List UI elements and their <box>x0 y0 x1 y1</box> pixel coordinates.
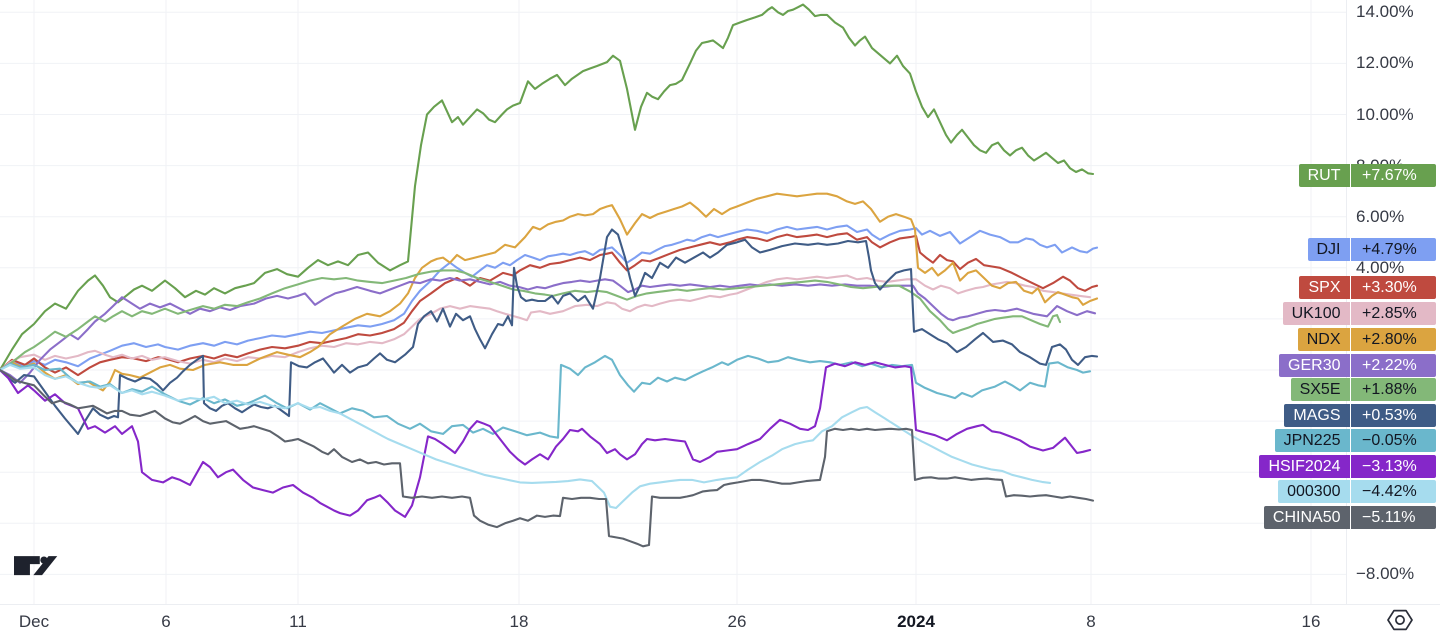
time-axis[interactable]: Dec 6 11 18 26 2024 8 16 <box>0 604 1440 636</box>
series-label-CHINA50[interactable]: CHINA50 −5.11% <box>1263 505 1436 529</box>
y-axis-label: 4.00% <box>1356 257 1405 277</box>
series-symbol: SPX <box>1299 275 1350 299</box>
chart-settings-button[interactable] <box>1384 606 1416 634</box>
series-change-value: +2.80% <box>1351 327 1436 351</box>
y-axis-label: 10.00% <box>1356 104 1414 124</box>
series-symbol: RUT <box>1298 163 1350 187</box>
series-change-value: −3.13% <box>1351 454 1436 478</box>
series-symbol: HSIF2024 <box>1259 454 1350 478</box>
series-label-SX5E[interactable]: SX5E +1.88% <box>1290 377 1436 401</box>
x-axis-label-11: 11 <box>289 612 307 631</box>
gear-icon <box>1387 609 1413 631</box>
x-axis-label-16: 16 <box>1301 612 1321 631</box>
x-axis-label-18: 18 <box>509 612 529 631</box>
series-symbol: MAGS <box>1284 403 1350 427</box>
series-change-value: +2.85% <box>1351 301 1436 325</box>
series-symbol: GER30 <box>1279 353 1350 377</box>
series-label-MAGS[interactable]: MAGS +0.53% <box>1284 403 1436 427</box>
x-axis-label-2024: 2024 <box>897 612 935 631</box>
series-label-RUT[interactable]: RUT +7.67% <box>1298 163 1436 187</box>
series-line-GER30[interactable] <box>0 276 1097 384</box>
series-symbol: 000300 <box>1278 479 1350 503</box>
series-change-value: −0.05% <box>1351 428 1436 452</box>
series-change-value: +1.88% <box>1351 377 1436 401</box>
series-label-000300[interactable]: 000300 −4.42% <box>1278 479 1436 503</box>
series-change-value: +0.53% <box>1351 403 1436 427</box>
series-change-value: −4.42% <box>1351 479 1436 503</box>
y-axis-label: −8.00% <box>1356 564 1415 584</box>
series-line-DJI[interactable] <box>0 224 1099 372</box>
series-change-value: +3.30% <box>1351 275 1436 299</box>
series-line-NDX[interactable] <box>0 192 1099 392</box>
series-symbol: DJI <box>1307 237 1350 261</box>
series-line-UK100[interactable] <box>0 274 1092 372</box>
tradingview-logo-icon <box>14 556 58 576</box>
series-line-JPN225[interactable] <box>0 354 1092 439</box>
x-axis-label-26: 26 <box>727 612 747 631</box>
series-symbol: UK100 <box>1282 301 1350 325</box>
series-change-value: −5.11% <box>1351 505 1436 529</box>
series-change-value: +7.67% <box>1351 163 1436 187</box>
price-chart-plot[interactable] <box>0 0 1346 604</box>
series-line-RUT[interactable] <box>0 3 1095 372</box>
series-label-GER30[interactable]: GER30 +2.22% <box>1279 353 1436 377</box>
series-symbol: SX5E <box>1290 377 1350 401</box>
series-line-SPX[interactable] <box>0 232 1099 377</box>
x-axis-label-8: 8 <box>1086 612 1096 631</box>
series-change-value: +2.22% <box>1351 353 1436 377</box>
tradingview-logo[interactable] <box>14 553 58 584</box>
series-label-HSIF2024[interactable]: HSIF2024 −3.13% <box>1259 454 1436 478</box>
series-label-DJI[interactable]: DJI +4.79% <box>1307 237 1436 261</box>
series-label-JPN225[interactable]: JPN225 −0.05% <box>1274 428 1436 452</box>
series-line-HSIF2024[interactable] <box>0 361 1092 518</box>
series-line-000300[interactable] <box>0 363 1052 510</box>
x-axis-label-6: 6 <box>161 612 171 631</box>
series-change-value: +4.79% <box>1351 237 1436 261</box>
series-line-MAGS[interactable] <box>0 228 1099 435</box>
series-symbol: JPN225 <box>1274 428 1350 452</box>
x-axis-label-Dec: Dec <box>18 612 50 631</box>
y-axis-label: 6.00% <box>1356 206 1405 226</box>
series-label-NDX[interactable]: NDX +2.80% <box>1297 327 1436 351</box>
series-line-SX5E[interactable] <box>0 269 1062 372</box>
series-symbol: NDX <box>1297 327 1350 351</box>
y-axis-label: 14.00% <box>1356 2 1414 22</box>
series-symbol: CHINA50 <box>1263 505 1350 529</box>
series-label-UK100[interactable]: UK100 +2.85% <box>1282 301 1436 325</box>
series-line-CHINA50[interactable] <box>0 368 1095 548</box>
y-axis-label: 12.00% <box>1356 53 1414 73</box>
series-label-SPX[interactable]: SPX +3.30% <box>1299 275 1436 299</box>
